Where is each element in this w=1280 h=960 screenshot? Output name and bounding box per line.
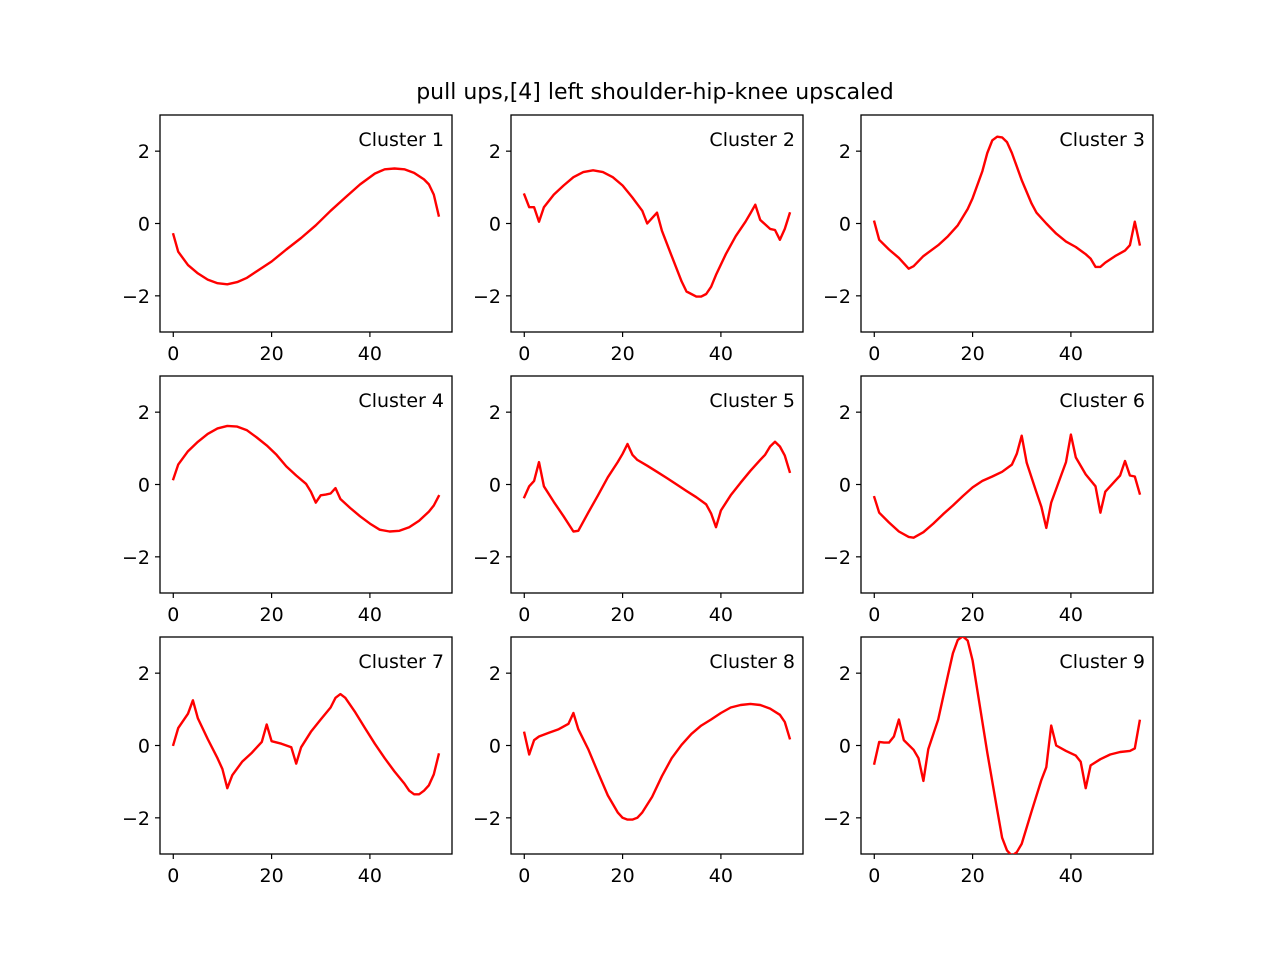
x-tick-label: 0 xyxy=(167,865,179,887)
y-tick-label: −2 xyxy=(473,547,501,569)
figure-title: pull ups,[4] left shoulder-hip-knee upsc… xyxy=(416,80,894,105)
axes-frame xyxy=(860,375,1154,594)
x-tick-label: 40 xyxy=(358,865,382,887)
y-tick-label: 2 xyxy=(839,663,851,685)
y-tick-label: −2 xyxy=(122,808,150,830)
x-tick-label: 20 xyxy=(610,865,634,887)
y-tick-label: 0 xyxy=(839,736,851,758)
x-tick-label: 40 xyxy=(709,604,733,626)
y-tick-label: 0 xyxy=(138,475,150,497)
y-tick-label: −2 xyxy=(823,808,851,830)
y-tick-label: 2 xyxy=(138,663,150,685)
series-line xyxy=(872,433,1142,539)
y-tick-label: 2 xyxy=(489,402,501,424)
subplot-1: 0 20 40 −2 0 2 Cluster 1 xyxy=(122,114,453,365)
x-tick-label: 40 xyxy=(358,604,382,626)
y-tick-label: 0 xyxy=(839,475,851,497)
x-tick-label: 0 xyxy=(518,343,530,365)
y-tick-label: 0 xyxy=(138,736,150,758)
y-tick-label: 0 xyxy=(489,475,501,497)
subplot-8: 0 20 40 −2 0 2 Cluster 8 xyxy=(473,636,804,887)
x-tick-label: 0 xyxy=(167,604,179,626)
x-tick-label: 0 xyxy=(518,865,530,887)
axes-frame xyxy=(510,114,804,333)
series-line xyxy=(522,169,792,298)
subplot-6: 0 20 40 −2 0 2 Cluster 6 xyxy=(823,375,1154,626)
axes-frame xyxy=(860,114,1154,333)
y-tick-label: 0 xyxy=(489,736,501,758)
y-tick-label: 2 xyxy=(138,141,150,163)
y-tick-label: 0 xyxy=(839,214,851,236)
axes-frame xyxy=(159,636,453,855)
cluster-label: Cluster 7 xyxy=(358,651,444,673)
axes-frame xyxy=(510,636,804,855)
cluster-label: Cluster 4 xyxy=(358,390,444,412)
series-line xyxy=(171,167,441,286)
x-tick-label: 20 xyxy=(610,604,634,626)
x-tick-label: 20 xyxy=(259,343,283,365)
cluster-label: Cluster 5 xyxy=(709,390,795,412)
y-tick-label: 0 xyxy=(489,214,501,236)
y-tick-label: −2 xyxy=(473,808,501,830)
cluster-label: Cluster 8 xyxy=(709,651,795,673)
x-tick-label: 0 xyxy=(868,865,880,887)
x-tick-label: 40 xyxy=(709,343,733,365)
y-tick-label: −2 xyxy=(473,286,501,308)
subplot-7: 0 20 40 −2 0 2 Cluster 7 xyxy=(122,636,453,887)
y-tick-label: 2 xyxy=(489,141,501,163)
axes-frame xyxy=(159,114,453,333)
series-line xyxy=(872,637,1142,854)
series-line xyxy=(171,692,441,796)
y-tick-label: −2 xyxy=(122,547,150,569)
y-tick-label: 2 xyxy=(489,663,501,685)
subplot-5: 0 20 40 −2 0 2 Cluster 5 xyxy=(473,375,804,626)
subplot-2: 0 20 40 −2 0 2 Cluster 2 xyxy=(473,114,804,365)
cluster-label: Cluster 9 xyxy=(1059,651,1145,673)
x-tick-label: 0 xyxy=(167,343,179,365)
cluster-label: Cluster 1 xyxy=(358,129,444,151)
x-tick-label: 40 xyxy=(1059,604,1083,626)
series-line xyxy=(872,135,1142,270)
series-line xyxy=(522,702,792,821)
x-tick-label: 0 xyxy=(518,604,530,626)
y-tick-label: 0 xyxy=(138,214,150,236)
x-tick-label: 40 xyxy=(358,343,382,365)
axes-frame xyxy=(510,375,804,594)
x-tick-label: 20 xyxy=(259,604,283,626)
x-tick-label: 0 xyxy=(868,604,880,626)
subplot-4: 0 20 40 −2 0 2 Cluster 4 xyxy=(122,375,453,626)
y-tick-label: −2 xyxy=(122,286,150,308)
x-tick-label: 40 xyxy=(709,865,733,887)
x-tick-label: 40 xyxy=(1059,865,1083,887)
y-tick-label: −2 xyxy=(823,286,851,308)
x-tick-label: 20 xyxy=(960,604,984,626)
y-tick-label: 2 xyxy=(138,402,150,424)
y-tick-label: 2 xyxy=(839,141,851,163)
x-tick-label: 20 xyxy=(960,343,984,365)
x-tick-label: 40 xyxy=(1059,343,1083,365)
x-tick-label: 20 xyxy=(610,343,634,365)
series-line xyxy=(522,440,792,533)
cluster-label: Cluster 3 xyxy=(1059,129,1145,151)
series-line xyxy=(171,424,441,533)
x-tick-label: 20 xyxy=(259,865,283,887)
x-tick-label: 20 xyxy=(960,865,984,887)
cluster-label: Cluster 6 xyxy=(1059,390,1145,412)
subplot-9: 0 20 40 −2 0 2 Cluster 9 xyxy=(823,636,1154,887)
y-tick-label: −2 xyxy=(823,547,851,569)
y-tick-label: 2 xyxy=(839,402,851,424)
cluster-label: Cluster 2 xyxy=(709,129,795,151)
subplot-3: 0 20 40 −2 0 2 Cluster 3 xyxy=(823,114,1154,365)
x-tick-label: 0 xyxy=(868,343,880,365)
